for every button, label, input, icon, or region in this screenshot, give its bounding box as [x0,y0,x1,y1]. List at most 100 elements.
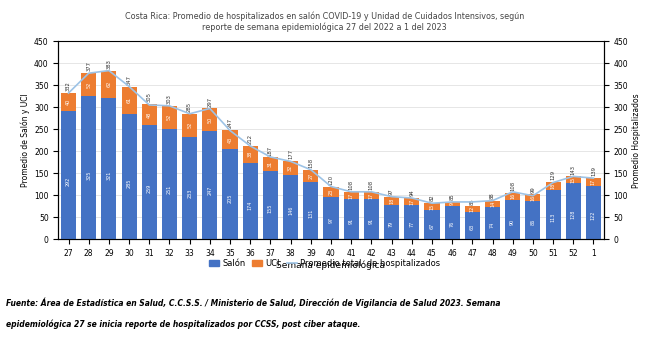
Text: 187: 187 [268,146,273,156]
Bar [364,199,379,239]
Bar [202,131,217,239]
Text: 38: 38 [248,151,252,157]
Bar [343,192,359,199]
Text: 48: 48 [147,111,152,118]
Text: 18: 18 [550,183,556,189]
Text: 108: 108 [369,180,374,190]
Bar [505,193,520,200]
Bar [202,108,217,131]
Text: Costa Rica: Promedio de hospitalizados en salón COVID-19 y Unidad de Cuidados In: Costa Rica: Promedio de hospitalizados e… [125,12,524,22]
Bar [283,175,298,239]
Text: 139: 139 [591,166,596,176]
Bar [485,207,500,239]
Bar [223,149,238,239]
Text: 285: 285 [127,178,132,187]
Bar [546,189,561,239]
Bar [364,192,379,199]
Text: 285: 285 [187,102,192,112]
Text: 120: 120 [328,175,334,185]
Text: 128: 128 [570,209,576,219]
Text: 91: 91 [349,218,354,224]
Bar [323,197,339,239]
Text: 12: 12 [470,206,475,212]
Bar [505,200,520,239]
Text: 129: 129 [550,170,556,180]
Bar [424,210,439,239]
Bar [303,182,319,239]
Text: 155: 155 [268,204,273,213]
Text: epidemiológica 27 se inicia reporte de hospitalizados por CCSS, post ciber ataqu: epidemiológica 27 se inicia reporte de h… [6,320,361,329]
Text: 50: 50 [207,116,212,123]
Text: 85: 85 [450,194,455,200]
Bar [223,130,238,149]
Text: 131: 131 [308,209,313,218]
Bar [384,197,399,205]
Bar [424,203,439,210]
Bar [61,93,76,111]
Text: 122: 122 [591,211,596,220]
Text: 18: 18 [389,197,394,204]
Text: 86: 86 [530,219,535,225]
Text: 99: 99 [530,186,535,193]
Bar [525,195,541,201]
Text: 97: 97 [328,217,334,223]
Text: 108: 108 [510,181,515,191]
Bar [546,182,561,189]
Text: 146: 146 [288,206,293,215]
Text: 9: 9 [450,202,455,206]
Text: 17: 17 [591,179,596,185]
Text: 52: 52 [167,114,172,120]
Text: 233: 233 [187,188,192,198]
Bar [243,163,258,239]
Text: 31: 31 [268,161,273,167]
Text: 61: 61 [127,97,132,103]
Text: 305: 305 [147,92,152,102]
Text: 108: 108 [349,180,354,190]
Bar [121,87,137,114]
Text: 259: 259 [147,183,152,193]
Bar [586,178,601,186]
Text: 321: 321 [106,171,112,181]
Text: 62: 62 [106,81,112,87]
Bar [243,146,258,163]
Bar [586,186,601,239]
Text: 16: 16 [510,193,515,199]
Bar [485,201,500,207]
Text: 76: 76 [450,221,455,227]
Text: 79: 79 [389,221,394,227]
Text: 113: 113 [550,212,556,222]
Text: 303: 303 [167,94,172,104]
Text: 77: 77 [410,221,414,227]
Bar [182,137,197,239]
Text: 17: 17 [369,193,374,199]
Y-axis label: Promedio Hospitalizados: Promedio Hospitalizados [632,93,641,187]
Text: 205: 205 [228,194,232,203]
Text: 90: 90 [510,219,515,225]
Text: 91: 91 [369,218,374,224]
Bar [445,206,459,239]
Bar [283,161,298,175]
Text: 383: 383 [106,59,112,69]
Bar [566,183,581,239]
Text: 332: 332 [66,81,71,91]
Text: 52: 52 [86,81,92,88]
Text: 88: 88 [490,192,495,199]
Text: 174: 174 [248,200,252,210]
Text: reporte de semana epidemiológica 27 del 2022 a 1 del 2023: reporte de semana epidemiológica 27 del … [202,22,447,32]
Text: 14: 14 [490,200,495,207]
Text: 63: 63 [470,224,475,230]
Bar [445,202,459,206]
Text: 347: 347 [127,75,132,85]
Bar [263,171,278,239]
X-axis label: Semana epidemiológica: Semana epidemiológica [276,261,386,271]
Bar [101,70,116,98]
Bar [263,157,278,171]
Bar [465,212,480,239]
Text: 17: 17 [410,199,414,205]
Bar [182,114,197,137]
Bar [61,111,76,239]
Bar [404,198,419,206]
Text: 158: 158 [308,158,313,168]
Text: 251: 251 [167,185,172,194]
Bar [141,104,157,125]
